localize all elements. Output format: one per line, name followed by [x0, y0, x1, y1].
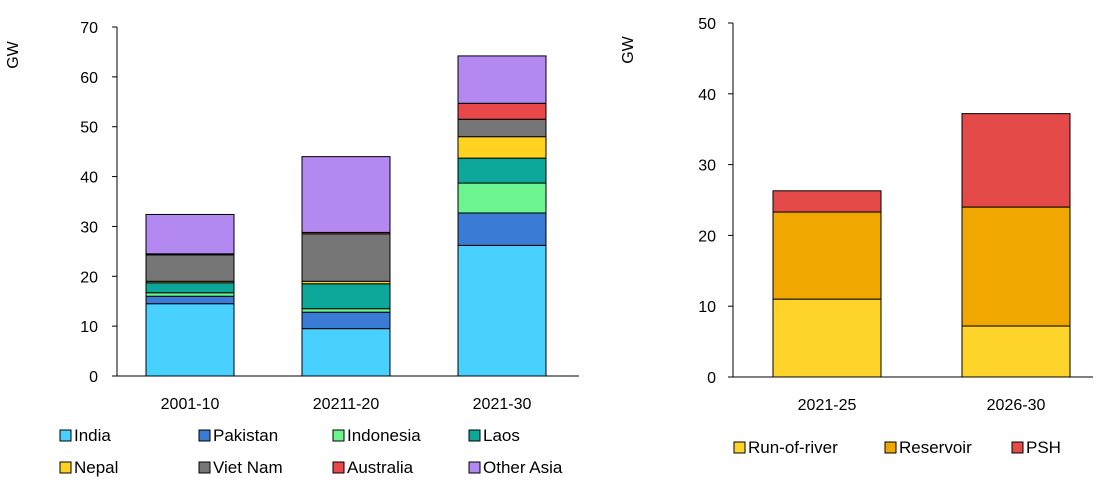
bar-india-2001-10	[145, 303, 235, 377]
bar-viet-nam-2021-30	[457, 118, 547, 138]
legend-swatch-laos	[468, 429, 481, 442]
y-tick-label: 20	[80, 269, 98, 286]
bar-indonesia-2021-30	[457, 182, 547, 214]
legend-label-viet-nam: Viet Nam	[213, 458, 283, 477]
y-axis-label: GW	[620, 35, 637, 63]
legend-swatch-australia	[332, 461, 345, 474]
legend-label-australia: Australia	[347, 458, 414, 477]
bar-psh-2026-30	[961, 113, 1071, 208]
x-tick-label: 2021-30	[473, 396, 532, 413]
legend-label-india: India	[74, 426, 111, 445]
bar-other-asia-2001-10	[145, 213, 235, 255]
legend-swatch-reservoir	[884, 441, 897, 454]
legend-label-nepal: Nepal	[74, 458, 118, 477]
y-tick-label: 10	[80, 319, 98, 336]
bar-reservoir-2026-30	[961, 206, 1071, 327]
legend-swatch-nepal	[59, 461, 72, 474]
bar-laos-2001-10	[145, 282, 235, 294]
left-chart: GW 0 10 20 30 40 50 60 70 2001-10 20211-20 2021-30 I…	[5, 20, 579, 477]
y-tick-label: 40	[80, 170, 98, 187]
bar-pakistan-2021-30	[457, 212, 547, 246]
legend-swatch-pakistan	[198, 429, 211, 442]
legend-label-run-of-river: Run-of-river	[748, 438, 838, 457]
bar-indonesia-2001-10	[145, 292, 235, 297]
legend-swatch-indonesia	[332, 429, 345, 442]
bar-other-asia-20211-20	[301, 156, 391, 233]
legend-label-pakistan: Pakistan	[213, 426, 278, 445]
bar-run-of-river-2021-25	[772, 298, 882, 378]
bar-laos-20211-20	[301, 283, 391, 310]
bar-laos-2021-30	[457, 157, 547, 184]
legend-swatch-india	[59, 429, 72, 442]
legend-label-laos: Laos	[483, 426, 520, 445]
legend-label-reservoir: Reservoir	[899, 438, 972, 457]
legend-label-psh: PSH	[1026, 438, 1061, 457]
x-tick-label: 2001-10	[161, 396, 220, 413]
bar-pakistan-2001-10	[145, 295, 235, 305]
x-tick-label: 20211-20	[313, 396, 380, 413]
bar-viet-nam-2001-10	[145, 254, 235, 282]
x-tick-label: 2026-30	[987, 397, 1046, 414]
bar-other-asia-2021-30	[457, 55, 547, 104]
bar-viet-nam-20211-20	[301, 233, 391, 282]
y-tick-label: 50	[80, 120, 98, 137]
legend-label-indonesia: Indonesia	[347, 426, 421, 445]
y-tick-label: 30	[80, 219, 98, 236]
bar-australia-2021-30	[457, 102, 547, 120]
y-tick-label: 0	[707, 370, 716, 387]
bar-india-20211-20	[301, 328, 391, 377]
legend-swatch-viet-nam	[198, 461, 211, 474]
right-chart: GW 0 10 20 30 40 50 2021-25 2026-30 Run-of-river R…	[620, 16, 1093, 457]
x-tick-label: 2021-25	[798, 397, 857, 414]
y-tick-label: 50	[698, 16, 716, 33]
bar-nepal-2021-30	[457, 136, 547, 159]
y-tick-label: 40	[698, 87, 716, 104]
y-tick-label: 30	[698, 158, 716, 175]
y-tick-label: 60	[80, 70, 98, 87]
bar-pakistan-20211-20	[301, 311, 391, 330]
y-axis-label: GW	[5, 40, 22, 68]
legend-label-other-asia: Other Asia	[483, 458, 563, 477]
y-tick-label: 20	[698, 228, 716, 245]
bar-reservoir-2021-25	[772, 211, 882, 300]
legend-swatch-psh	[1011, 441, 1024, 454]
bar-india-2021-30	[457, 244, 547, 377]
bar-run-of-river-2026-30	[961, 325, 1071, 378]
y-tick-label: 0	[89, 369, 98, 386]
bar-indonesia-20211-20	[301, 308, 391, 313]
y-tick-label: 10	[698, 299, 716, 316]
legend-swatch-run-of-river	[733, 441, 746, 454]
legend-swatch-other-asia	[468, 461, 481, 474]
bar-psh-2021-25	[772, 190, 882, 213]
y-tick-label: 70	[80, 20, 98, 37]
